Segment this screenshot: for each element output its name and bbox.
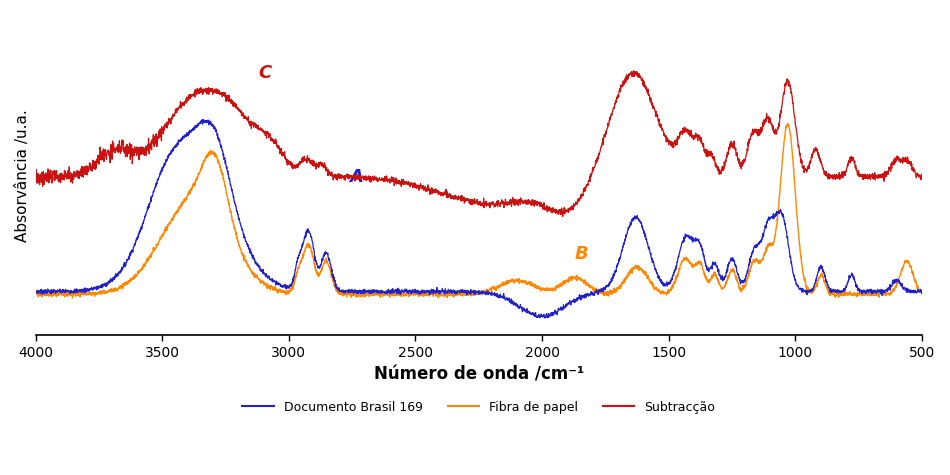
Y-axis label: Absorvância /u.a.: Absorvância /u.a.: [15, 109, 30, 242]
Text: A: A: [350, 168, 364, 186]
Text: C: C: [258, 64, 272, 82]
Legend: Documento Brasil 169, Fibra de papel, Subtracção: Documento Brasil 169, Fibra de papel, Su…: [238, 396, 720, 419]
X-axis label: Número de onda /cm⁻¹: Número de onda /cm⁻¹: [373, 365, 584, 383]
Text: B: B: [575, 245, 589, 263]
